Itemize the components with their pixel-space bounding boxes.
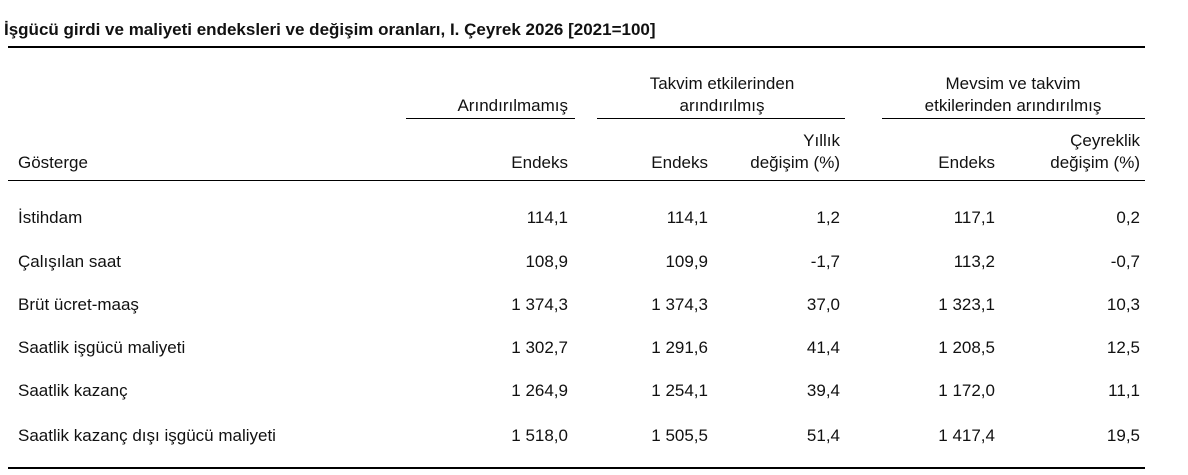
column-header: Gösterge (18, 153, 88, 172)
group-header: Arındırılmamış (457, 96, 568, 115)
cell: 1 374,3 (511, 295, 568, 314)
cell: 1 374,3 (651, 295, 708, 314)
top-rule (8, 46, 1145, 48)
cell: 1 505,5 (651, 426, 708, 445)
cell: 113,2 (953, 252, 995, 271)
cell: 108,9 (525, 252, 568, 271)
cell: 109,9 (665, 252, 708, 271)
cell: 1 323,1 (938, 295, 995, 314)
cell: 12,5 (1106, 338, 1140, 357)
cell: -0,7 (1110, 252, 1140, 271)
row-label: Saatlik kazanç dışı işgücü maliyeti (18, 426, 276, 445)
row-label: Çalışılan saat (18, 252, 121, 271)
column-header: değişim (%) (1050, 153, 1140, 172)
cell: 1 417,4 (938, 426, 995, 445)
cell: 114,1 (526, 208, 568, 227)
cell: 1,2 (816, 208, 840, 227)
group-header: Mevsim ve takvim (945, 74, 1081, 93)
cell: -1,7 (810, 252, 840, 271)
group-rule (882, 118, 1145, 119)
group-rule (597, 118, 845, 119)
group-header: Takvim etkilerinden (649, 74, 795, 93)
row-label: Brüt ücret-maaş (18, 295, 139, 314)
cell: 10,3 (1106, 295, 1140, 314)
column-header: Endeks (938, 153, 995, 172)
cell: 114,1 (666, 208, 708, 227)
group-header: arındırılmış (679, 96, 765, 115)
column-header: Yıllık (803, 131, 840, 150)
row-label: Saatlik işgücü maliyeti (18, 338, 186, 357)
cell: 1 291,6 (651, 338, 708, 357)
column-header: değişim (%) (750, 153, 840, 172)
cell: 39,4 (806, 381, 840, 400)
group-header: etkilerinden arındırılmış (924, 96, 1102, 115)
group-rule (406, 118, 575, 119)
cell: 0,2 (1116, 208, 1140, 227)
cell: 1 518,0 (511, 426, 568, 445)
cell: 11,1 (1108, 381, 1140, 400)
cell: 1 208,5 (938, 338, 995, 357)
table-title: İşgücü girdi ve maliyeti endeksleri ve d… (4, 20, 656, 39)
row-label: İstihdam (18, 208, 83, 227)
cell: 1 254,1 (651, 381, 708, 400)
cell: 1 264,9 (511, 381, 568, 400)
cell: 41,4 (806, 338, 840, 357)
bottom-rule (8, 467, 1145, 469)
cell: 19,5 (1106, 426, 1140, 445)
cell: 1 172,0 (938, 381, 995, 400)
column-header: Endeks (511, 153, 568, 172)
column-header: Çeyreklik (1070, 131, 1140, 150)
cell: 117,1 (953, 208, 995, 227)
cell: 51,4 (806, 426, 840, 445)
header-rule (8, 180, 1145, 181)
column-header: Endeks (651, 153, 708, 172)
cell: 37,0 (806, 295, 840, 314)
cell: 1 302,7 (511, 338, 568, 357)
row-label: Saatlik kazanç (18, 381, 128, 400)
